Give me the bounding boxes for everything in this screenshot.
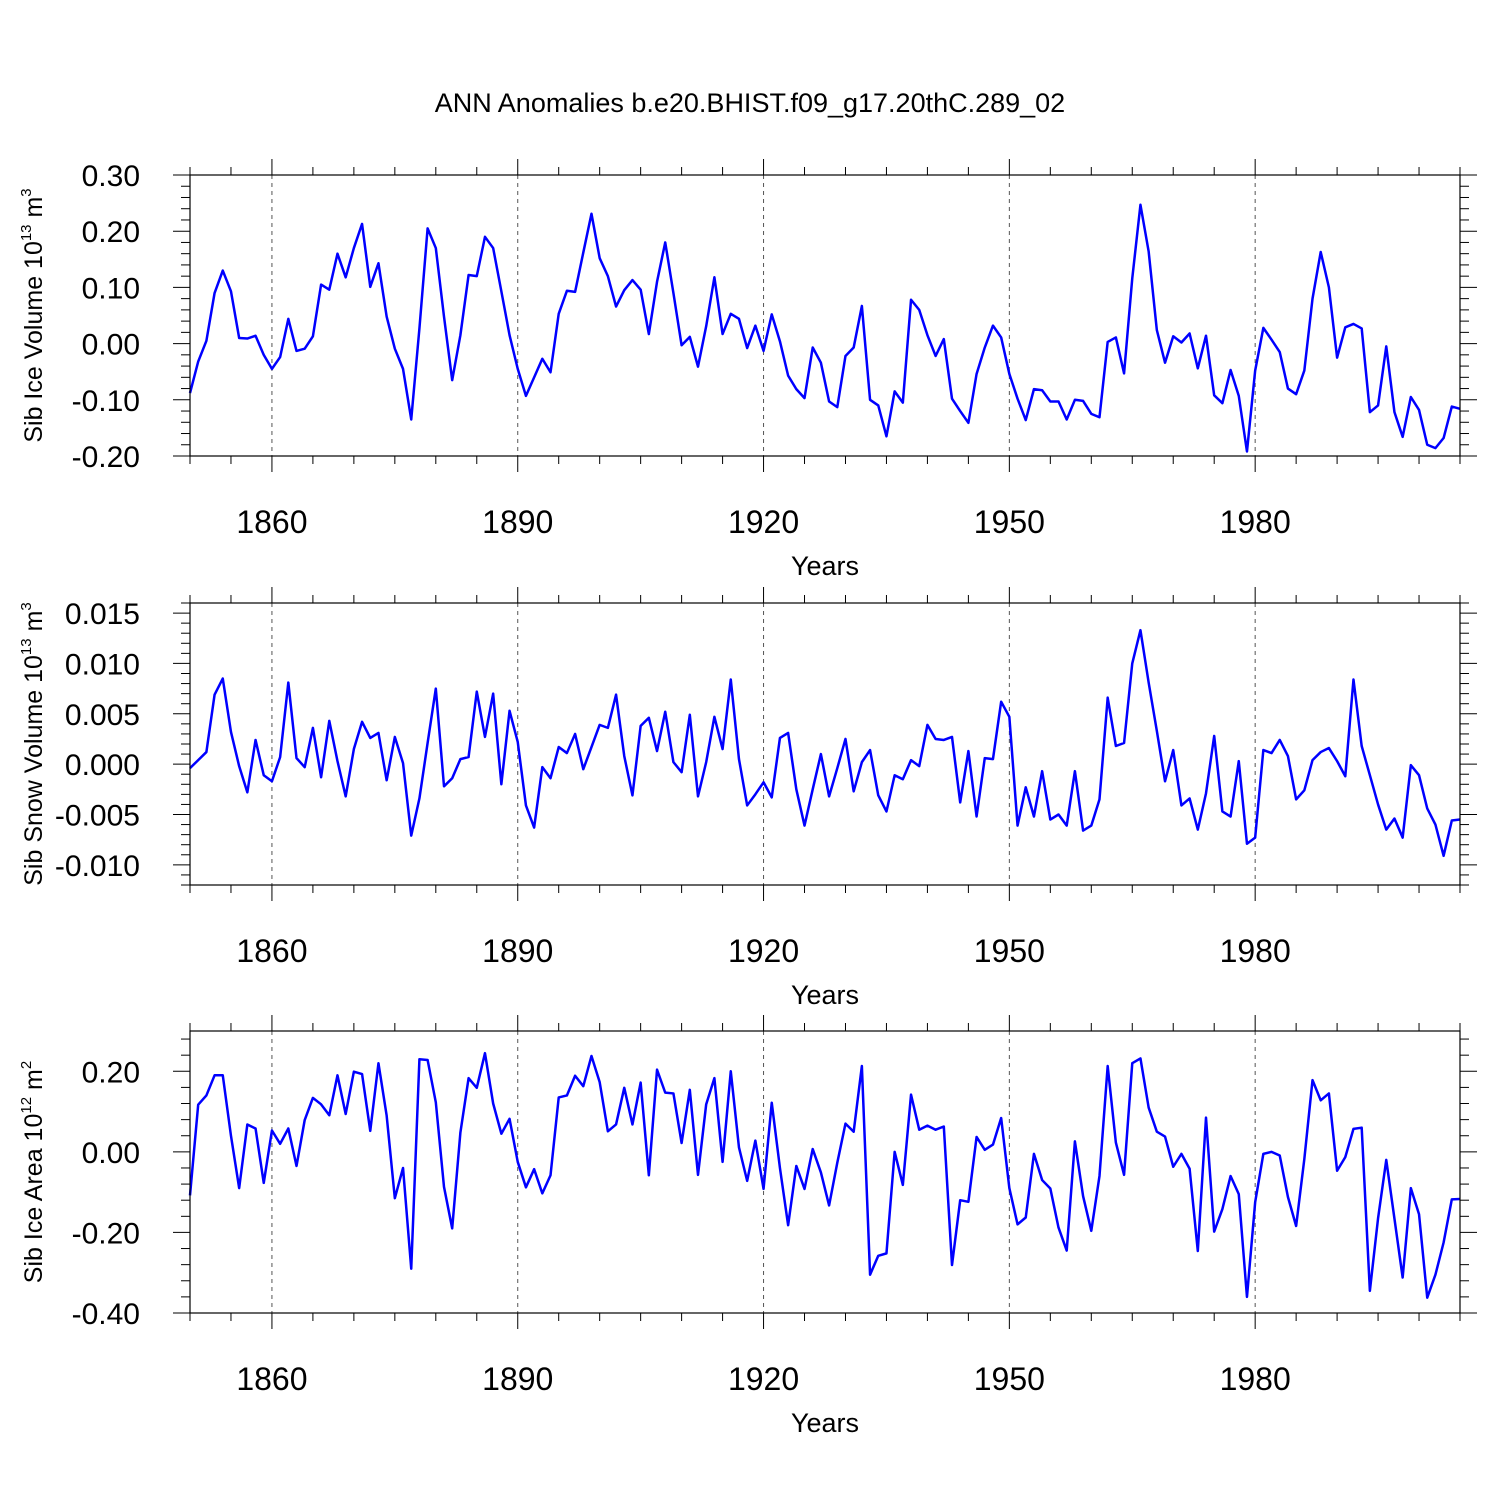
y-tick-label: -0.20 xyxy=(72,441,140,474)
x-tick-label: 1920 xyxy=(728,504,799,540)
x-tick-label: 1860 xyxy=(236,504,307,540)
panel-2: -0.010 -0.005 0.000 0.005 0.010 0.015 1860 1890… xyxy=(18,587,1477,1010)
x-tick-label: 1920 xyxy=(728,1361,799,1397)
y-tick-label: 0.005 xyxy=(65,699,140,732)
y-tick-label: 0.20 xyxy=(82,216,140,249)
plot-frame xyxy=(189,602,1461,886)
y-tick-label: 0.10 xyxy=(82,272,140,305)
x-tick-label: 1860 xyxy=(236,933,307,969)
plot-frame xyxy=(189,1030,1461,1314)
x-tick-label: 1950 xyxy=(974,1361,1045,1397)
y-axis-label: Sib Ice Volume 1013 m3 xyxy=(18,188,48,442)
y-axis-label: Sib Ice Area 1012 m2 xyxy=(18,1061,48,1283)
y-tick-label: 0.015 xyxy=(65,598,140,631)
x-tick-label: 1950 xyxy=(974,933,1045,969)
x-tick-label: 1950 xyxy=(974,504,1045,540)
x-tick-label: 1890 xyxy=(482,933,553,969)
y-axis-label: Sib Snow Volume 1013 m3 xyxy=(18,602,48,886)
x-tick-label: 1980 xyxy=(1220,504,1291,540)
panel-1: -0.20 -0.10 0.00 0.10 0.20 0.30 1860 1890 1920 19… xyxy=(18,159,1477,581)
x-tick-label: 1890 xyxy=(482,504,553,540)
x-tick-label: 1890 xyxy=(482,1361,553,1397)
y-tick-label: 0.000 xyxy=(65,749,140,782)
y-tick-label: 0.00 xyxy=(82,1137,140,1170)
x-tick-label: 1920 xyxy=(728,933,799,969)
y-tick-label: 0.010 xyxy=(65,648,140,681)
data-series-line xyxy=(189,628,1461,858)
x-tick-label: 1980 xyxy=(1220,1361,1291,1397)
y-tick-label: -0.010 xyxy=(55,850,140,883)
x-axis-label: Years xyxy=(791,551,859,581)
y-tick-label: 0.30 xyxy=(82,160,140,193)
plot-frame xyxy=(189,174,1461,457)
data-series-line xyxy=(188,1051,1461,1299)
y-tick-label: -0.005 xyxy=(55,800,140,833)
x-axis-label: Years xyxy=(791,980,859,1010)
data-series-line xyxy=(188,203,1461,453)
y-tick-label: -0.40 xyxy=(72,1298,140,1331)
y-tick-label: 0.20 xyxy=(82,1056,140,1089)
x-tick-label: 1980 xyxy=(1220,933,1291,969)
y-tick-label: -0.10 xyxy=(72,385,140,418)
y-tick-label: -0.20 xyxy=(72,1217,140,1250)
panel-3: -0.40 -0.20 0.00 0.20 1860 1890 1920 1950 1980 Ye… xyxy=(18,1015,1477,1438)
x-tick-label: 1860 xyxy=(236,1361,307,1397)
y-tick-label: 0.00 xyxy=(82,329,140,362)
figure-title: ANN Anomalies b.e20.BHIST.f09_g17.20thC.… xyxy=(435,88,1065,118)
x-axis-label: Years xyxy=(791,1408,859,1438)
